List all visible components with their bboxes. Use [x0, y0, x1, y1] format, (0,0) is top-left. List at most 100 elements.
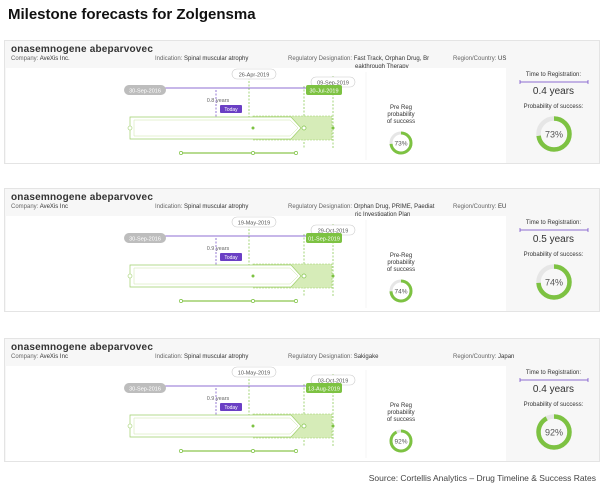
milestone-timeline: 10-May-2019 03-Oct-2019 30-Sep-2016 13-A…	[124, 366, 367, 458]
track-handle-end[interactable]	[294, 299, 298, 303]
end-date-pill	[306, 233, 342, 243]
date-mid-top-text: 09-Sep-2019	[317, 81, 349, 87]
regulatory-field: Regulatory Designation: Orphan Drug, PRI…	[288, 203, 438, 219]
summary-panel: Time to Registration: 0.4 years Probabil…	[508, 68, 599, 163]
phase-final-marker	[331, 274, 335, 278]
forecast-card-3: onasemnogene abeparvovec Company: AveXis…	[4, 338, 600, 462]
region-value: US	[498, 56, 507, 62]
today-badge[interactable]	[220, 105, 242, 113]
phase-end-marker	[301, 125, 307, 131]
company-field: Company: AveXis Inc	[11, 203, 68, 211]
prereg-label-line2: probability	[387, 410, 415, 416]
end-date-text: 13-Aug-2019	[308, 387, 340, 393]
date-top-text: 19-May-2019	[238, 221, 270, 227]
end-date-pill	[306, 383, 342, 393]
prereg-label: Pre Reg probability of success	[376, 105, 426, 126]
drug-name: onasemnogene abeparvovec	[11, 44, 154, 55]
track-handle-mid[interactable]	[251, 151, 255, 155]
prereg-ring-text: 92%	[394, 439, 407, 446]
region-label: Region/Country:	[453, 204, 497, 210]
regulatory-label: Regulatory Designation:	[288, 204, 353, 210]
start-date-pill	[124, 85, 166, 95]
success-ring-chart: 74%	[536, 264, 572, 300]
today-badge[interactable]	[220, 253, 242, 261]
company-field: Company: AveXis Inc	[11, 353, 68, 361]
regulatory-label: Regulatory Designation:	[288, 56, 353, 62]
phase-mid-marker	[251, 126, 255, 130]
phase-final-marker	[331, 424, 335, 428]
phase-arrow-inner	[133, 119, 299, 137]
prereg-label-line3: of success	[386, 119, 416, 125]
phase-arrow	[129, 414, 302, 438]
phase-arrow-inner	[133, 267, 299, 285]
track-handle-mid[interactable]	[251, 449, 255, 453]
region-field: Region/Country: Japan	[453, 353, 514, 361]
end-date-text: 01-Sep-2019	[308, 237, 340, 243]
prereg-ring-chart: 92%	[389, 429, 413, 453]
drug-name: onasemnogene abeparvovec	[11, 192, 154, 203]
prereg-label: Pre Reg probability of success	[376, 403, 426, 424]
indication-label: Indication:	[155, 204, 183, 210]
timeline-area: 10-May-2019 03-Oct-2019 30-Sep-2016 13-A…	[6, 366, 506, 461]
forecast-card-1: onasemnogene abeparvovec Company: AveXis…	[4, 40, 600, 164]
region-value: Japan	[498, 354, 515, 360]
track-handle-end[interactable]	[294, 151, 298, 155]
phase-end-marker	[301, 273, 307, 279]
card-header: onasemnogene abeparvovec Company: AveXis…	[5, 189, 601, 219]
indication-value: Spinal muscular atrophy	[184, 204, 249, 210]
drug-name: onasemnogene abeparvovec	[11, 342, 154, 353]
date-mid-top-text: 29-Oct-2019	[318, 229, 349, 235]
card-header: onasemnogene abeparvovec Company: AveXis…	[5, 41, 601, 70]
today-badge[interactable]	[220, 403, 242, 411]
regulatory-field: Regulatory Designation: Sakigake	[288, 353, 438, 369]
today-badge-text: Today	[224, 405, 238, 411]
company-value: AveXis Inc	[39, 354, 68, 360]
prereg-ring-text: 73%	[394, 141, 407, 148]
start-date-text: 30-Sep-2016	[129, 387, 161, 393]
time-to-registration-label: Time to Registration:	[525, 220, 582, 226]
region-field: Region/Country: EU	[453, 203, 506, 211]
prereg-ring-chart: 74%	[389, 279, 413, 303]
success-ring-chart: 73%	[536, 116, 572, 152]
success-ring-text: 74%	[545, 278, 563, 288]
region-value: EU	[498, 204, 507, 210]
time-to-registration-value: 0.4 years	[532, 86, 575, 97]
time-to-registration-value: 0.4 years	[532, 384, 575, 395]
date-top-text: 26-Apr-2019	[239, 73, 270, 79]
company-label: Company:	[11, 204, 39, 210]
region-label: Region/Country:	[453, 354, 497, 360]
regulatory-value-line1: Orphan Drug, PRIME, Paediat	[353, 204, 435, 210]
phase-arrow	[129, 116, 302, 140]
prereg-ring-fill	[389, 429, 413, 453]
indication-field: Indication: Spinal muscular atrophy	[155, 203, 248, 211]
prereg-label-line2: probability	[387, 260, 415, 266]
regulatory-value-line2: eakthrough Therapy	[355, 64, 409, 70]
indication-label: Indication:	[155, 56, 183, 62]
source-note: Source: Cortellis Analytics – Drug Timel…	[368, 473, 596, 483]
phase-start-marker	[127, 423, 133, 429]
prereg-ring-chart: 73%	[389, 131, 413, 155]
phase-mid-marker	[251, 274, 255, 278]
indication-field: Indication: Spinal muscular atrophy	[155, 55, 248, 63]
time-to-registration-value: 0.5 years	[532, 234, 575, 245]
regulatory-value-line1: Fast Track, Orphan Drug, Br	[353, 56, 430, 62]
success-ring-chart: 92%	[536, 414, 572, 450]
track-handle-start[interactable]	[179, 449, 183, 453]
end-date-pill	[306, 85, 342, 95]
time-to-registration-label: Time to Registration:	[525, 370, 582, 376]
region-label: Region/Country:	[453, 56, 497, 62]
success-ring-fill	[536, 116, 572, 152]
phase-mid-marker	[251, 424, 255, 428]
prereg-ring-text: 74%	[394, 289, 407, 296]
date-top-text: 10-May-2019	[238, 371, 270, 377]
track-handle-end[interactable]	[294, 449, 298, 453]
track-handle-start[interactable]	[179, 151, 183, 155]
summary-panel: Time to Registration: 0.4 years Probabil…	[508, 366, 599, 461]
track-handle-start[interactable]	[179, 299, 183, 303]
regulatory-value-line1: Sakigake	[353, 354, 379, 360]
track-handle-mid[interactable]	[251, 299, 255, 303]
prereg-label-line1: Pre Reg	[389, 105, 412, 111]
phase-start-marker	[127, 273, 133, 279]
probability-of-success-label: Probability of success:	[523, 252, 584, 258]
phase-arrow	[129, 264, 302, 288]
